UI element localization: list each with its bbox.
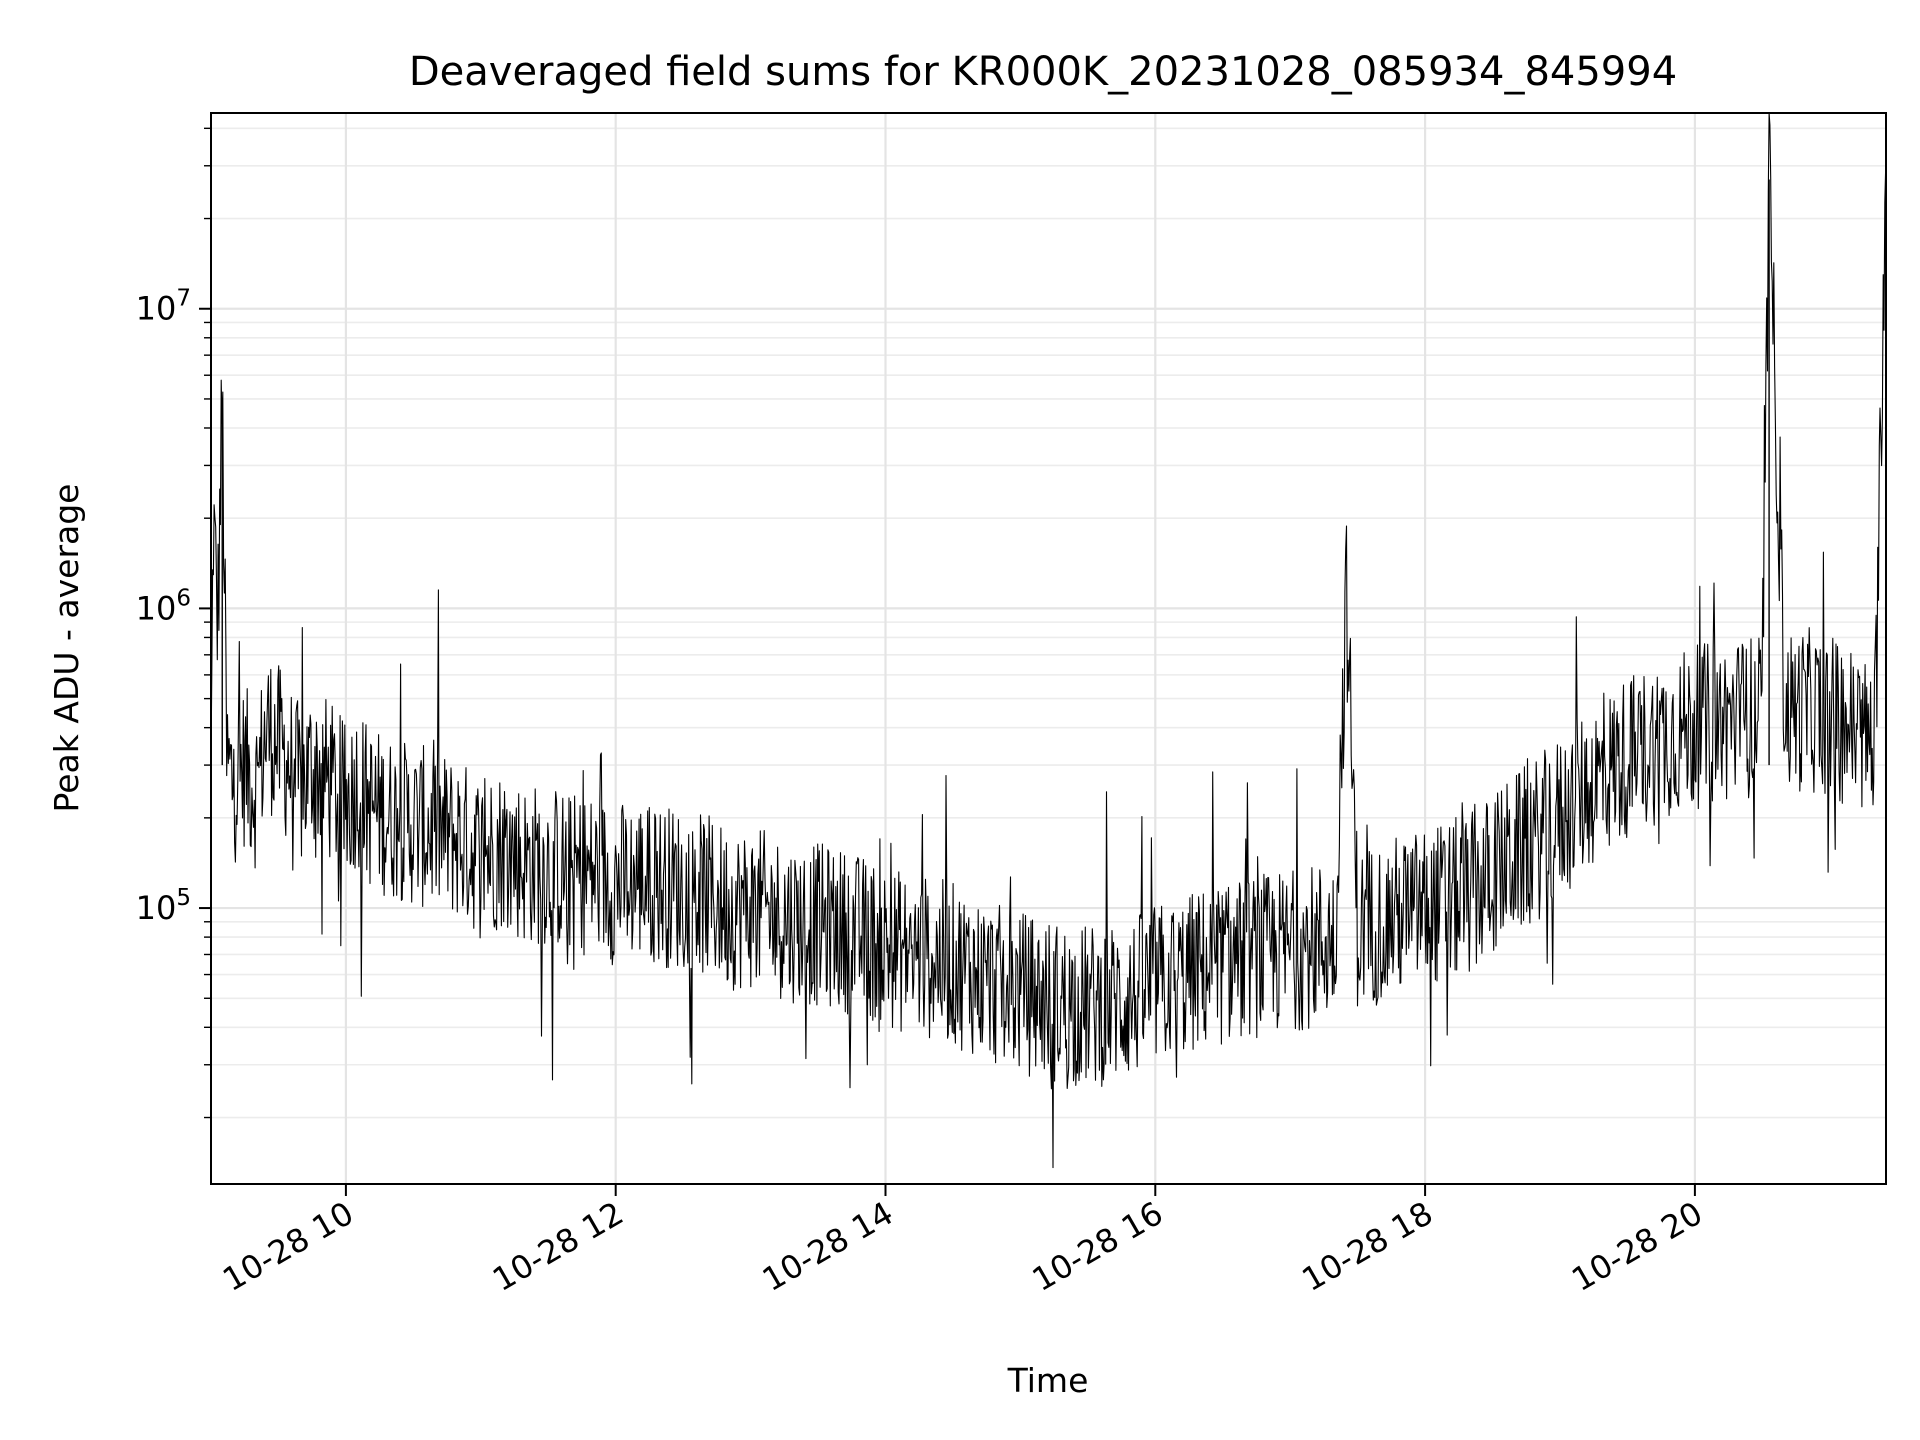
x-axis-label: Time [1007, 1361, 1089, 1400]
y-tick-label: 105 [136, 885, 191, 927]
chart-title: Deaveraged field sums for KR000K_2023102… [409, 49, 1677, 95]
y-tick-label: 106 [136, 585, 191, 627]
y-axis-label: Peak ADU - average [47, 484, 86, 813]
series-line [210, 112, 1887, 1169]
y-axis-ticks: 105 106 107 [136, 127, 211, 1119]
grid-major [211, 113, 1886, 1184]
grid-minor [211, 127, 1886, 1119]
plot-frame [210, 112, 1887, 1185]
y-tick-label: 107 [136, 286, 191, 328]
